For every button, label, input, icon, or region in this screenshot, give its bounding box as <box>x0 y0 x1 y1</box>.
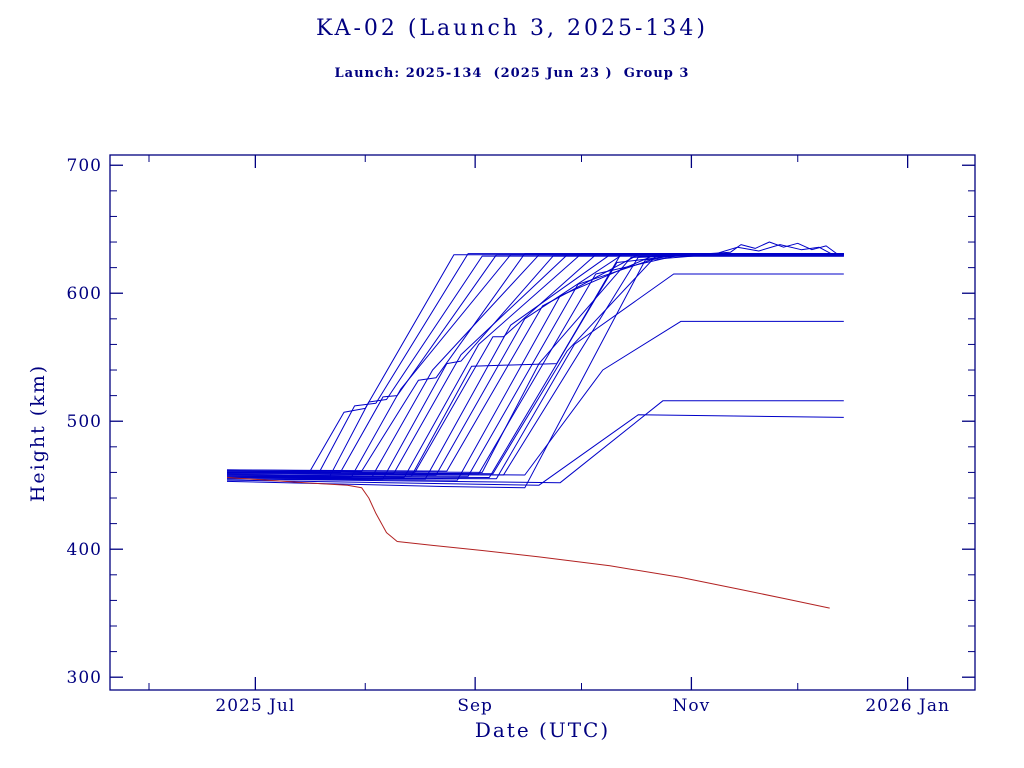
series-sat-07 <box>226 254 844 477</box>
series-sat-04 <box>226 254 844 473</box>
series-sat-14 <box>226 254 844 472</box>
chart-subtitle: Launch: 2025-134 (2025 Jun 23 ) Group 3 <box>334 66 690 81</box>
series-sat-19 <box>226 254 844 476</box>
series-sat-12 <box>226 254 844 480</box>
series-sat-21 <box>226 273 844 480</box>
series-sat-03 <box>227 255 844 477</box>
series-sat-02 <box>227 253 844 473</box>
x-tick-label: 2025 Jul <box>215 696 295 716</box>
series-sat-18 <box>226 253 844 478</box>
series-sat-10 <box>226 253 844 478</box>
series-sat-05 <box>227 254 844 478</box>
y-tick-label: 500 <box>67 412 102 432</box>
series-sat-11 <box>226 254 844 473</box>
series-sat-25 <box>226 241 837 473</box>
chart-title: KA-02 (Launch 3, 2025-134) <box>316 16 708 41</box>
y-tick-label: 700 <box>67 156 102 176</box>
y-tick-label: 600 <box>67 284 102 304</box>
series-sat-06 <box>226 253 844 472</box>
series-sat-16 <box>226 254 844 477</box>
series-sat-27 <box>226 254 844 489</box>
x-axis-label: Date (UTC) <box>474 718 611 742</box>
series-sat-24 <box>226 414 844 486</box>
series-sat-23 <box>226 400 844 484</box>
x-tick-label: Nov <box>673 696 711 716</box>
series-sat-08 <box>227 255 844 480</box>
series-decaying-object <box>226 477 830 609</box>
y-tick-label: 300 <box>67 668 102 688</box>
series-sat-26 <box>226 244 834 475</box>
series-sat-15 <box>226 255 844 481</box>
series-sat-20 <box>226 254 844 477</box>
x-tick-label: Sep <box>457 696 493 716</box>
x-tick-label: 2026 Jan <box>865 696 950 716</box>
series-sat-22 <box>226 320 844 476</box>
y-tick-label: 400 <box>67 540 102 560</box>
